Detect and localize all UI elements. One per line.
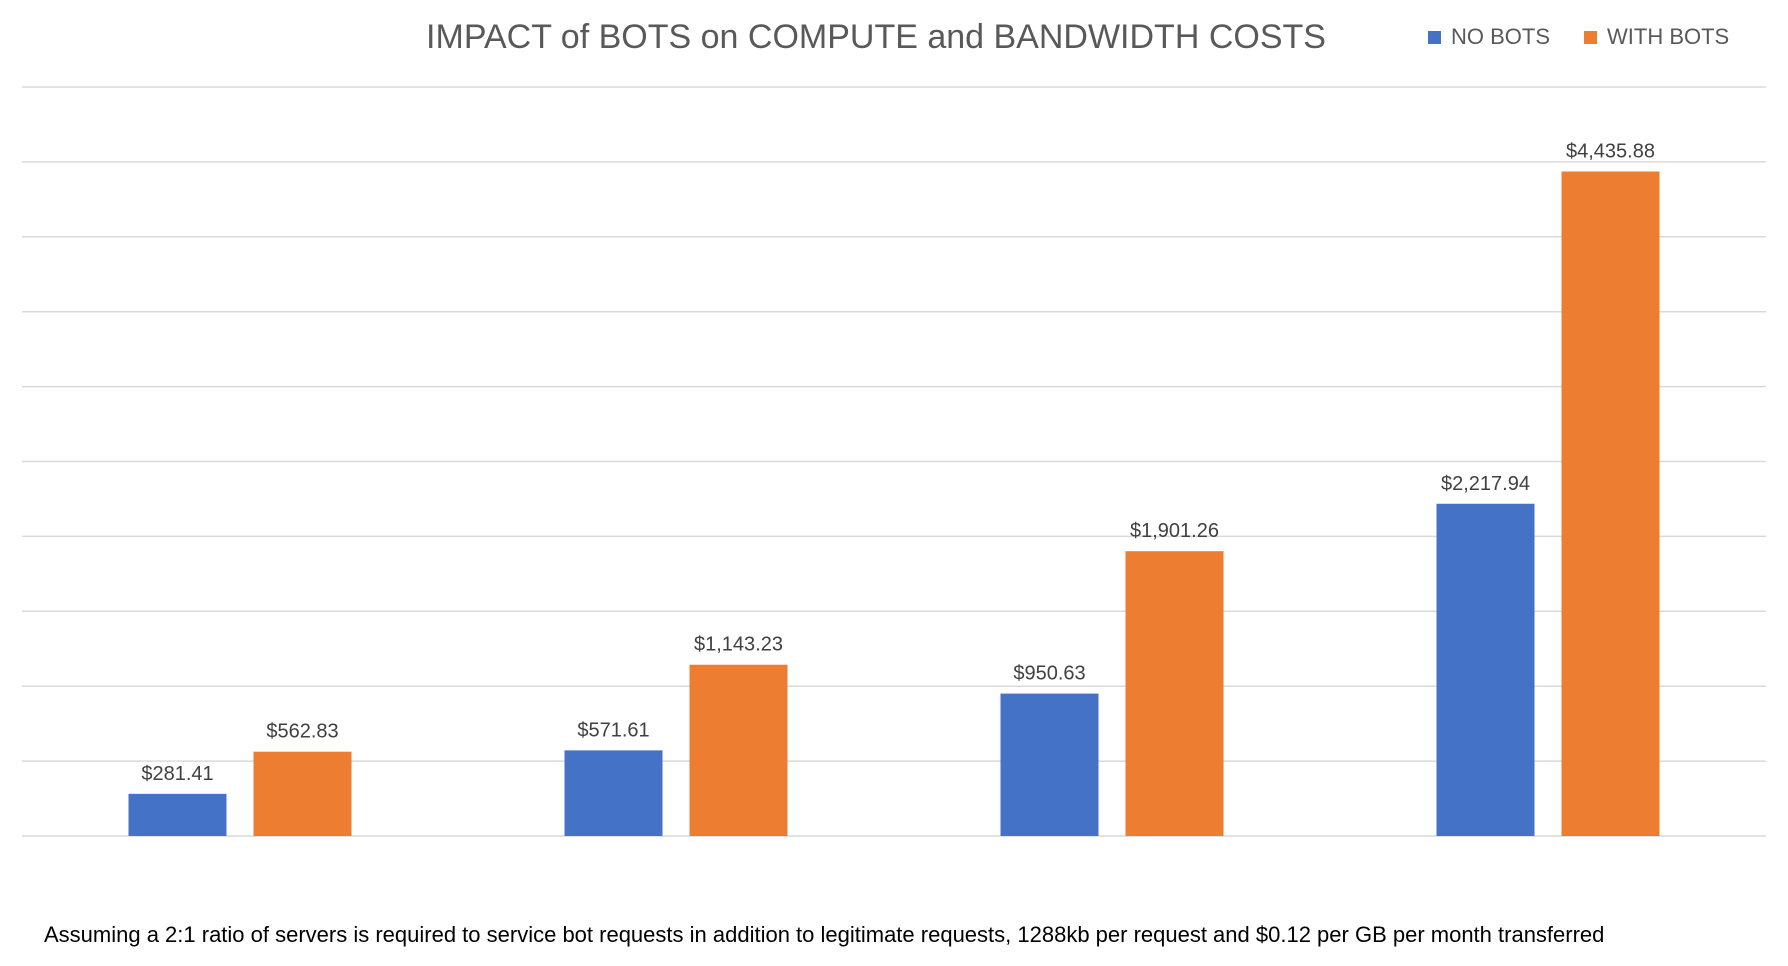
legend: NO BOTS WITH BOTS: [1428, 24, 1729, 50]
data-label-no-bots-3: $950.63: [1013, 663, 1085, 685]
legend-swatch-with-bots: [1584, 30, 1598, 44]
data-label-no-bots-2: $571.61: [577, 719, 649, 741]
legend-label-no-bots: NO BOTS: [1451, 24, 1551, 49]
bar-no-bots-2: [564, 750, 663, 836]
data-label-no-bots-4: $2,217.94: [1441, 473, 1530, 495]
bar-with-bots-4: [1561, 171, 1660, 836]
bar-no-bots-1: [128, 793, 227, 836]
chart-title: IMPACT of BOTS on COMPUTE and BANDWIDTH …: [426, 18, 1326, 56]
bar-with-bots-3: [1125, 551, 1224, 836]
data-label-with-bots-2: $1,143.23: [694, 634, 783, 656]
legend-item-with-bots: WITH BOTS: [1584, 24, 1729, 50]
legend-item-no-bots: NO BOTS: [1428, 24, 1550, 50]
bar-with-bots-1: [253, 751, 352, 836]
legend-swatch-no-bots: [1428, 30, 1441, 44]
bar-no-bots-3: [1000, 693, 1099, 836]
bar-with-bots-2: [689, 664, 788, 836]
footnote: Assuming a 2:1 ratio of servers is requi…: [44, 922, 1605, 947]
bar-no-bots-4: [1436, 503, 1535, 836]
legend-label-with-bots: WITH BOTS: [1607, 24, 1730, 49]
data-label-with-bots-1: $562.83: [266, 721, 338, 743]
data-label-with-bots-4: $4,435.88: [1566, 141, 1655, 163]
data-label-with-bots-3: $1,901.26: [1130, 520, 1219, 542]
data-label-no-bots-1: $281.41: [141, 763, 213, 785]
